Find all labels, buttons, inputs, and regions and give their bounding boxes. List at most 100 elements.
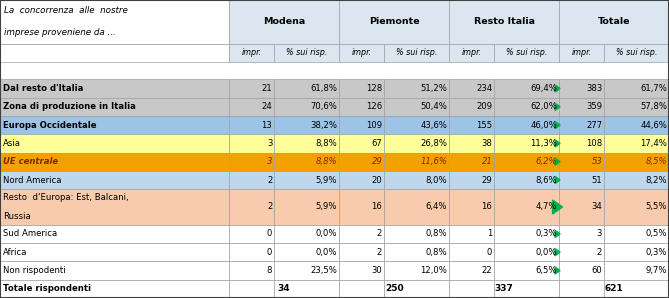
Text: 61,7%: 61,7% — [640, 84, 667, 93]
Bar — [384, 261, 449, 280]
Bar — [604, 79, 669, 98]
Bar — [494, 134, 559, 153]
Text: 0: 0 — [267, 229, 272, 238]
Text: % sui risp.: % sui risp. — [396, 48, 438, 58]
Text: % sui risp.: % sui risp. — [506, 48, 547, 58]
Text: impr.: impr. — [571, 48, 591, 58]
Text: 12,0%: 12,0% — [420, 266, 447, 275]
Bar — [384, 98, 449, 116]
Bar — [229, 243, 274, 261]
Bar — [449, 134, 494, 153]
Bar — [0, 171, 229, 189]
Text: 8,0%: 8,0% — [425, 176, 447, 184]
Bar — [229, 0, 339, 44]
Bar — [229, 44, 274, 62]
Bar — [339, 225, 384, 243]
Bar — [559, 116, 604, 134]
Text: 0,0%: 0,0% — [316, 248, 337, 257]
Bar — [274, 189, 339, 225]
Polygon shape — [555, 230, 560, 238]
Bar — [604, 225, 669, 243]
Text: 2: 2 — [597, 248, 602, 257]
Text: 2: 2 — [377, 229, 382, 238]
Bar — [494, 189, 559, 225]
Bar — [559, 44, 604, 62]
Text: 5,5%: 5,5% — [646, 202, 667, 212]
Bar — [0, 0, 229, 44]
Bar — [559, 79, 604, 98]
Text: 60: 60 — [591, 266, 602, 275]
Bar — [0, 189, 229, 225]
Text: 2: 2 — [377, 248, 382, 257]
Polygon shape — [555, 140, 560, 147]
Bar — [274, 98, 339, 116]
Text: 44,6%: 44,6% — [640, 121, 667, 130]
Bar — [339, 243, 384, 261]
Bar — [559, 153, 604, 171]
Text: 8,8%: 8,8% — [315, 139, 337, 148]
Text: Russia: Russia — [3, 212, 31, 221]
Bar — [494, 243, 559, 261]
Text: Dal resto d'Italia: Dal resto d'Italia — [3, 84, 84, 93]
Text: 2: 2 — [267, 202, 272, 212]
Bar — [274, 261, 339, 280]
Bar — [559, 171, 604, 189]
Text: 51,2%: 51,2% — [420, 84, 447, 93]
Polygon shape — [553, 200, 563, 214]
Text: 53: 53 — [591, 157, 602, 166]
Text: 1: 1 — [487, 229, 492, 238]
Text: 0: 0 — [487, 248, 492, 257]
Bar — [384, 243, 449, 261]
Bar — [384, 134, 449, 153]
Bar — [384, 44, 449, 62]
Bar — [339, 261, 384, 280]
Text: 24: 24 — [262, 102, 272, 111]
Bar — [274, 280, 339, 298]
Text: Nord America: Nord America — [3, 176, 62, 184]
Bar — [494, 280, 559, 298]
Text: 38: 38 — [482, 139, 492, 148]
Bar — [0, 261, 229, 280]
Bar — [339, 189, 384, 225]
Bar — [0, 79, 229, 98]
Text: Resto Italia: Resto Italia — [474, 17, 535, 26]
Text: imprese proveniene da ...: imprese proveniene da ... — [4, 28, 116, 37]
Text: 2: 2 — [267, 176, 272, 184]
Bar — [559, 280, 604, 298]
Text: 8: 8 — [267, 266, 272, 275]
Text: 0,3%: 0,3% — [536, 229, 557, 238]
Bar — [494, 171, 559, 189]
Text: Africa: Africa — [3, 248, 27, 257]
Text: 50,4%: 50,4% — [420, 102, 447, 111]
Text: Asia: Asia — [3, 139, 21, 148]
Bar — [449, 153, 494, 171]
Bar — [339, 98, 384, 116]
Bar — [384, 79, 449, 98]
Text: Resto  d'Europa: Est, Balcani,: Resto d'Europa: Est, Balcani, — [3, 193, 128, 202]
Bar — [0, 134, 229, 153]
Text: 621: 621 — [605, 284, 624, 293]
Text: 51: 51 — [591, 176, 602, 184]
Text: 20: 20 — [371, 176, 382, 184]
Bar — [0, 44, 229, 62]
Bar — [384, 280, 449, 298]
Bar — [274, 171, 339, 189]
Bar — [449, 243, 494, 261]
Text: 11,3%: 11,3% — [530, 139, 557, 148]
Text: 26,8%: 26,8% — [420, 139, 447, 148]
Bar — [449, 0, 559, 44]
Text: 11,6%: 11,6% — [420, 157, 447, 166]
Text: 13: 13 — [262, 121, 272, 130]
Bar — [229, 171, 274, 189]
Bar — [604, 134, 669, 153]
Bar — [449, 79, 494, 98]
Bar — [339, 44, 384, 62]
Text: 6,2%: 6,2% — [535, 157, 557, 166]
Text: Piemonte: Piemonte — [369, 17, 419, 26]
Text: 29: 29 — [482, 176, 492, 184]
Text: 30: 30 — [371, 266, 382, 275]
Text: 0,8%: 0,8% — [425, 248, 447, 257]
Text: 23,5%: 23,5% — [310, 266, 337, 275]
Text: 109: 109 — [366, 121, 382, 130]
Text: 38,2%: 38,2% — [310, 121, 337, 130]
